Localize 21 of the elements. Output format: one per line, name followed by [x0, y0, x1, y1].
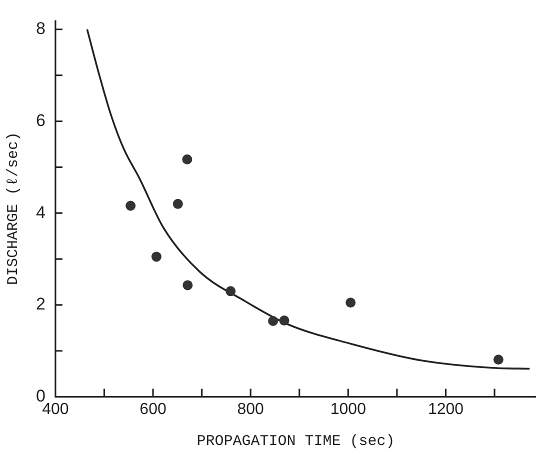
x-tick-label: 1000	[330, 400, 366, 418]
y-tick-label: 6	[36, 110, 46, 130]
y-tick-label: 4	[36, 202, 46, 222]
y-tick-label: 8	[36, 19, 46, 38]
point	[182, 280, 193, 290]
line-series	[86, 28, 531, 370]
y-axis-title: DISCHARGE (ℓ/sec)	[4, 132, 22, 286]
x-axis-title: PROPAGATION TIME (sec)	[196, 432, 395, 450]
x-tick-label: 1200	[428, 400, 464, 418]
point	[172, 198, 183, 209]
point	[126, 200, 136, 211]
point	[279, 316, 290, 326]
point	[268, 316, 278, 326]
x-tick-label: 800	[237, 400, 264, 418]
x-tick-label: 600	[140, 400, 166, 418]
point	[493, 354, 504, 365]
y-tick-label: 2	[36, 294, 46, 314]
point	[151, 252, 162, 262]
point	[226, 286, 236, 296]
point	[182, 154, 192, 164]
point	[346, 298, 356, 308]
